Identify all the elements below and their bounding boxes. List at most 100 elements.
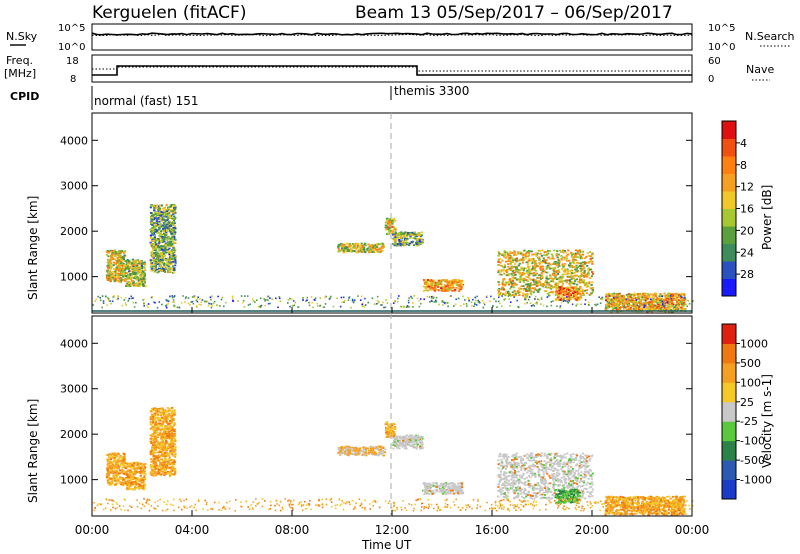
echo-cell — [576, 265, 579, 268]
echo-cell — [652, 293, 655, 296]
echo-cell — [267, 295, 270, 298]
cpid-mode-normal: normal (fast) 151 — [94, 94, 198, 108]
echo-cell — [413, 231, 416, 234]
echo-cell — [620, 297, 623, 299]
echo-cell — [211, 304, 213, 307]
echo-cell — [561, 282, 564, 285]
echo-cell — [340, 249, 343, 251]
echo-cell — [174, 212, 177, 214]
echo-cell — [136, 467, 139, 469]
echo-cell — [538, 262, 541, 265]
echo-cell — [538, 256, 541, 259]
echo-cell — [195, 305, 198, 307]
echo-cell — [568, 292, 571, 295]
echo-cell — [644, 303, 647, 305]
echo-cell — [400, 236, 403, 239]
echo-cell — [151, 233, 154, 236]
echo-cell — [491, 306, 494, 308]
echo-cell — [94, 300, 96, 302]
echo-cell — [157, 212, 160, 215]
echo-cell — [578, 278, 581, 281]
echo-cell — [132, 281, 135, 284]
echo-cell — [152, 259, 155, 262]
echo-cell — [433, 301, 436, 303]
echo-cell — [108, 456, 111, 458]
echo-cell — [231, 297, 234, 299]
echo-cell — [522, 281, 525, 283]
echo-cell — [568, 283, 571, 285]
echo-cell — [511, 285, 514, 287]
echo-cell — [553, 286, 556, 289]
echo-cell — [154, 213, 157, 215]
echo-cell — [513, 283, 516, 286]
echo-cell — [529, 250, 533, 253]
echo-cell — [360, 295, 363, 298]
echo-cell — [164, 446, 168, 449]
echo-cell — [117, 464, 120, 467]
echo-cell — [446, 284, 449, 287]
echo-cell — [159, 236, 162, 239]
echo-cell — [503, 264, 506, 266]
echo-cell — [210, 306, 213, 309]
echo-cell — [160, 210, 163, 213]
echo-cell — [545, 281, 548, 284]
echo-cell — [123, 254, 126, 257]
echo-cell — [608, 301, 610, 304]
echo-cell — [559, 288, 562, 291]
echo-cell — [143, 476, 146, 479]
echo-cell — [529, 282, 532, 284]
echo-cell — [585, 255, 588, 258]
echo-cell — [328, 298, 331, 300]
echo-cell — [132, 263, 135, 265]
echo-cell — [667, 298, 670, 300]
echo-cell — [113, 465, 116, 468]
echo-cell — [166, 223, 169, 226]
echo-cell — [112, 275, 115, 277]
echo-cell — [112, 459, 116, 462]
echo-cell — [106, 475, 109, 478]
echo-cell — [111, 467, 114, 470]
echo-cell — [666, 306, 670, 309]
echo-cell — [168, 409, 171, 412]
echo-cell — [173, 305, 175, 308]
echo-cell — [402, 305, 405, 307]
echo-cell — [116, 298, 118, 301]
echo-cell — [166, 213, 169, 216]
echo-cell — [172, 220, 176, 222]
echo-cell — [504, 283, 507, 285]
echo-cell — [550, 301, 552, 303]
echo-cell — [141, 472, 144, 475]
echo-cell — [539, 252, 542, 255]
echo-cell — [418, 232, 421, 235]
echo-cell — [128, 474, 131, 477]
colorbar-swatch — [722, 138, 736, 157]
echo-cell — [582, 265, 585, 268]
echo-cell — [166, 460, 169, 463]
echo-cell — [182, 295, 184, 297]
echo-cell — [308, 304, 311, 307]
echo-cell — [575, 278, 578, 281]
echo-cell — [508, 294, 511, 296]
echo-cell — [668, 307, 671, 310]
echo-cell — [410, 295, 412, 298]
echo-cell — [157, 246, 160, 249]
echo-cell — [361, 249, 364, 252]
echo-cell — [654, 292, 657, 295]
echo-cell — [585, 275, 588, 278]
echo-cell — [107, 252, 110, 254]
echo-cell — [671, 296, 674, 299]
echo-cell — [111, 300, 114, 303]
echo-cell — [533, 283, 536, 286]
echo-cell — [117, 251, 121, 254]
echo-cell — [511, 270, 514, 273]
echo-cell — [376, 300, 379, 302]
echo-cell — [174, 255, 177, 257]
echo-cell — [143, 474, 146, 477]
echo-cell — [503, 253, 506, 255]
echo-cell — [312, 306, 314, 309]
echo-cell — [141, 282, 144, 285]
echo-cell — [514, 274, 517, 276]
echo-cell — [153, 207, 156, 210]
echo-cell — [453, 289, 456, 292]
echo-cell — [168, 253, 171, 256]
